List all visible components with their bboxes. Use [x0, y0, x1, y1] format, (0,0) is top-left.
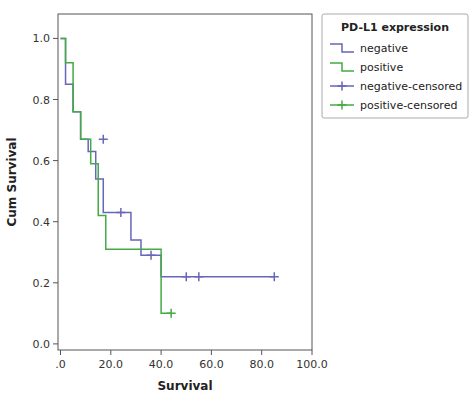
y-tick-label: 0.4: [33, 216, 51, 229]
censored-mark: [194, 272, 203, 281]
y-tick-label: 0.6: [33, 155, 51, 168]
censored-mark: [270, 272, 279, 281]
legend: PD-L1 expression negative positive negative…: [322, 14, 468, 118]
legend-label: negative: [360, 42, 408, 55]
legend-label: positive-censored: [360, 99, 457, 112]
legend-handle: [330, 63, 354, 71]
background: [0, 0, 474, 401]
censored-mark: [182, 272, 191, 281]
censored-mark: [116, 208, 125, 217]
x-tick-label: 100.0: [296, 358, 328, 371]
x-tick: [110, 350, 111, 355]
survival-line: [61, 38, 275, 276]
x-tick-label: 80.0: [249, 358, 274, 371]
x-tick: [161, 350, 162, 355]
legend-frame: [322, 14, 468, 118]
legend-marker: [338, 101, 347, 110]
x-tick: [60, 350, 61, 355]
x-tick-label: 20.0: [99, 358, 124, 371]
legend-label: positive: [360, 61, 403, 74]
x-tick-label: 40.0: [149, 358, 174, 371]
legend-marker: [338, 82, 347, 91]
x-tick-label: .0: [55, 358, 66, 371]
legend-label: negative-censored: [360, 80, 462, 93]
x-tick: [312, 350, 313, 355]
y-tick-label: 0.2: [33, 277, 51, 290]
y-tick: [53, 282, 58, 283]
y-tick: [53, 160, 58, 161]
legend-title: PD-L1 expression: [341, 21, 449, 34]
censored-mark: [99, 135, 108, 144]
x-axis-label: Survival: [157, 379, 212, 393]
plot-data: [61, 38, 279, 317]
y-tick: [53, 221, 58, 222]
y-tick-label: 0.8: [33, 94, 51, 107]
censored-mark: [167, 309, 176, 318]
y-tick: [53, 38, 58, 39]
y-tick: [53, 99, 58, 100]
y-tick-label: 1.0: [33, 32, 51, 45]
x-tick: [261, 350, 262, 355]
y-axis-label: Cum Survival: [5, 137, 19, 226]
legend-handle: [330, 44, 354, 52]
x-tick: [211, 350, 212, 355]
survival-line: [61, 38, 172, 313]
censored-mark: [147, 251, 156, 260]
plot-frame: [58, 14, 312, 350]
chart: .0 20.0 40.0 60.0 80.0 100.0 0.0 0.2 0.4 0.6 0.8 1.…: [0, 0, 474, 401]
y-tick-label: 0.0: [33, 338, 51, 351]
y-tick: [53, 343, 58, 344]
x-tick-label: 60.0: [199, 358, 224, 371]
